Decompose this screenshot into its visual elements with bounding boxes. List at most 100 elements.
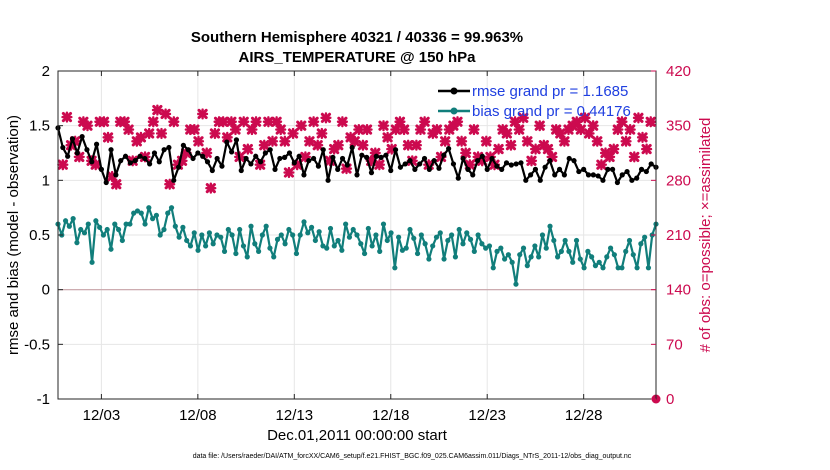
- bias-point: [66, 223, 72, 229]
- assimilated-obs-marker: [283, 166, 295, 179]
- chart-title-line2: AIRS_TEMPERATURE @ 150 hPa: [239, 49, 477, 66]
- bias-point: [373, 232, 379, 238]
- assimilated-obs-marker: [361, 123, 373, 136]
- bias-point: [131, 210, 137, 216]
- bias-point: [123, 221, 129, 227]
- rmse-point: [407, 158, 413, 164]
- assimilated-obs-marker: [123, 123, 135, 136]
- rmse-point: [93, 141, 100, 147]
- bias-point: [441, 256, 447, 262]
- rmse-point: [325, 177, 331, 183]
- rmse-point: [89, 159, 95, 165]
- assimilated-obs-marker: [431, 123, 443, 136]
- rmse-point: [253, 153, 259, 159]
- data-file-footnote: data file: /Users/raeder/DAI/ATM_forcXX/…: [193, 453, 632, 460]
- rmse-point: [441, 152, 447, 158]
- bias-point: [456, 226, 462, 233]
- assimilated-obs-marker: [229, 123, 242, 136]
- bias-point: [399, 247, 406, 253]
- assimilated-obs-marker: [628, 151, 640, 163]
- bias-point: [214, 232, 220, 238]
- bias-point: [165, 210, 171, 216]
- rmse-point: [84, 147, 90, 153]
- assimilated-obs-marker: [525, 155, 538, 167]
- rmse-point: [368, 170, 375, 176]
- rmse-point: [528, 172, 534, 178]
- rmse-point: [402, 161, 408, 167]
- rmse-point: [600, 177, 606, 183]
- bias-point: [437, 230, 443, 236]
- assimilated-obs-marker: [238, 116, 250, 128]
- rmse-point: [609, 166, 616, 172]
- assimilated-obs-marker: [587, 120, 599, 132]
- bias-point: [85, 221, 91, 227]
- legend-item-bias: bias grand pr = 0.44176: [438, 103, 631, 120]
- rmse-point: [359, 152, 365, 158]
- bias-point: [248, 223, 254, 229]
- assimilated-obs-marker: [312, 139, 324, 151]
- rmse-point: [200, 153, 206, 159]
- rmse-point: [132, 158, 138, 164]
- legend-swatch-marker: [450, 107, 458, 115]
- rmse-point: [103, 179, 109, 186]
- bias-point: [630, 252, 636, 258]
- assimilated-obs-marker: [295, 120, 307, 132]
- assimilated-obs-marker: [320, 112, 332, 124]
- rmse-point: [556, 166, 563, 172]
- assimilated-obs-marker: [155, 127, 168, 140]
- assimilated-obs-marker: [480, 135, 492, 147]
- assimilated-obs-marker: [398, 123, 410, 136]
- axis-ticks: 12/03 12/08 12/13 12/18 12/23 12/28 -1 -0.5 0 0.5…: [24, 63, 691, 424]
- rmse-point: [561, 172, 567, 178]
- rmse-point: [605, 166, 611, 172]
- bias-point: [422, 241, 428, 247]
- bias-point: [210, 241, 216, 247]
- rmse-point: [98, 166, 105, 172]
- bias-point: [89, 259, 95, 265]
- x-axis-label: Dec.01,2011 00:00:00 start: [267, 427, 448, 444]
- rmse-point: [388, 167, 394, 174]
- rmse-point: [166, 144, 172, 151]
- assimilated-obs-marker: [493, 143, 505, 155]
- y-right-tick-label: 280: [666, 172, 691, 189]
- assimilated-obs-marker: [102, 131, 114, 143]
- assimilated-obs-marker: [205, 182, 217, 194]
- bias-point: [290, 232, 296, 238]
- bias-point: [384, 237, 390, 244]
- bias-point: [203, 243, 209, 249]
- rmse-point: [185, 147, 191, 153]
- bias-point: [396, 234, 402, 240]
- rmse-point: [296, 153, 302, 159]
- rmse-point: [590, 172, 596, 178]
- assimilated-obs-marker: [509, 116, 521, 128]
- bias-point: [471, 248, 477, 254]
- bias-point: [150, 216, 156, 222]
- bias-point: [380, 221, 387, 227]
- assimilated-obs-marker: [632, 112, 644, 124]
- bias-point: [312, 237, 318, 244]
- bias-point: [331, 243, 337, 249]
- x-tick-label: 12/18: [372, 407, 410, 424]
- bias-point: [293, 250, 300, 257]
- rmse-point: [286, 150, 293, 156]
- bias-point: [267, 245, 273, 251]
- bias-point: [498, 245, 504, 251]
- bias-point: [566, 248, 572, 254]
- bias-point: [626, 237, 633, 244]
- rmse-point: [315, 163, 322, 169]
- assimilated-obs-marker: [513, 123, 525, 136]
- assimilated-obs-marker: [135, 131, 147, 143]
- bias-point: [115, 226, 122, 233]
- bias-point: [486, 243, 493, 249]
- bias-point: [505, 252, 511, 258]
- bias-point: [237, 226, 243, 233]
- bias-point: [70, 216, 76, 222]
- bias-point: [112, 221, 118, 227]
- rmse-point: [474, 158, 481, 164]
- bias-point: [104, 226, 110, 233]
- rmse-point: [571, 158, 577, 164]
- bias-point: [127, 221, 133, 227]
- rmse-point: [489, 155, 495, 162]
- bias-point: [592, 263, 599, 269]
- assimilated-obs-marker: [61, 111, 73, 123]
